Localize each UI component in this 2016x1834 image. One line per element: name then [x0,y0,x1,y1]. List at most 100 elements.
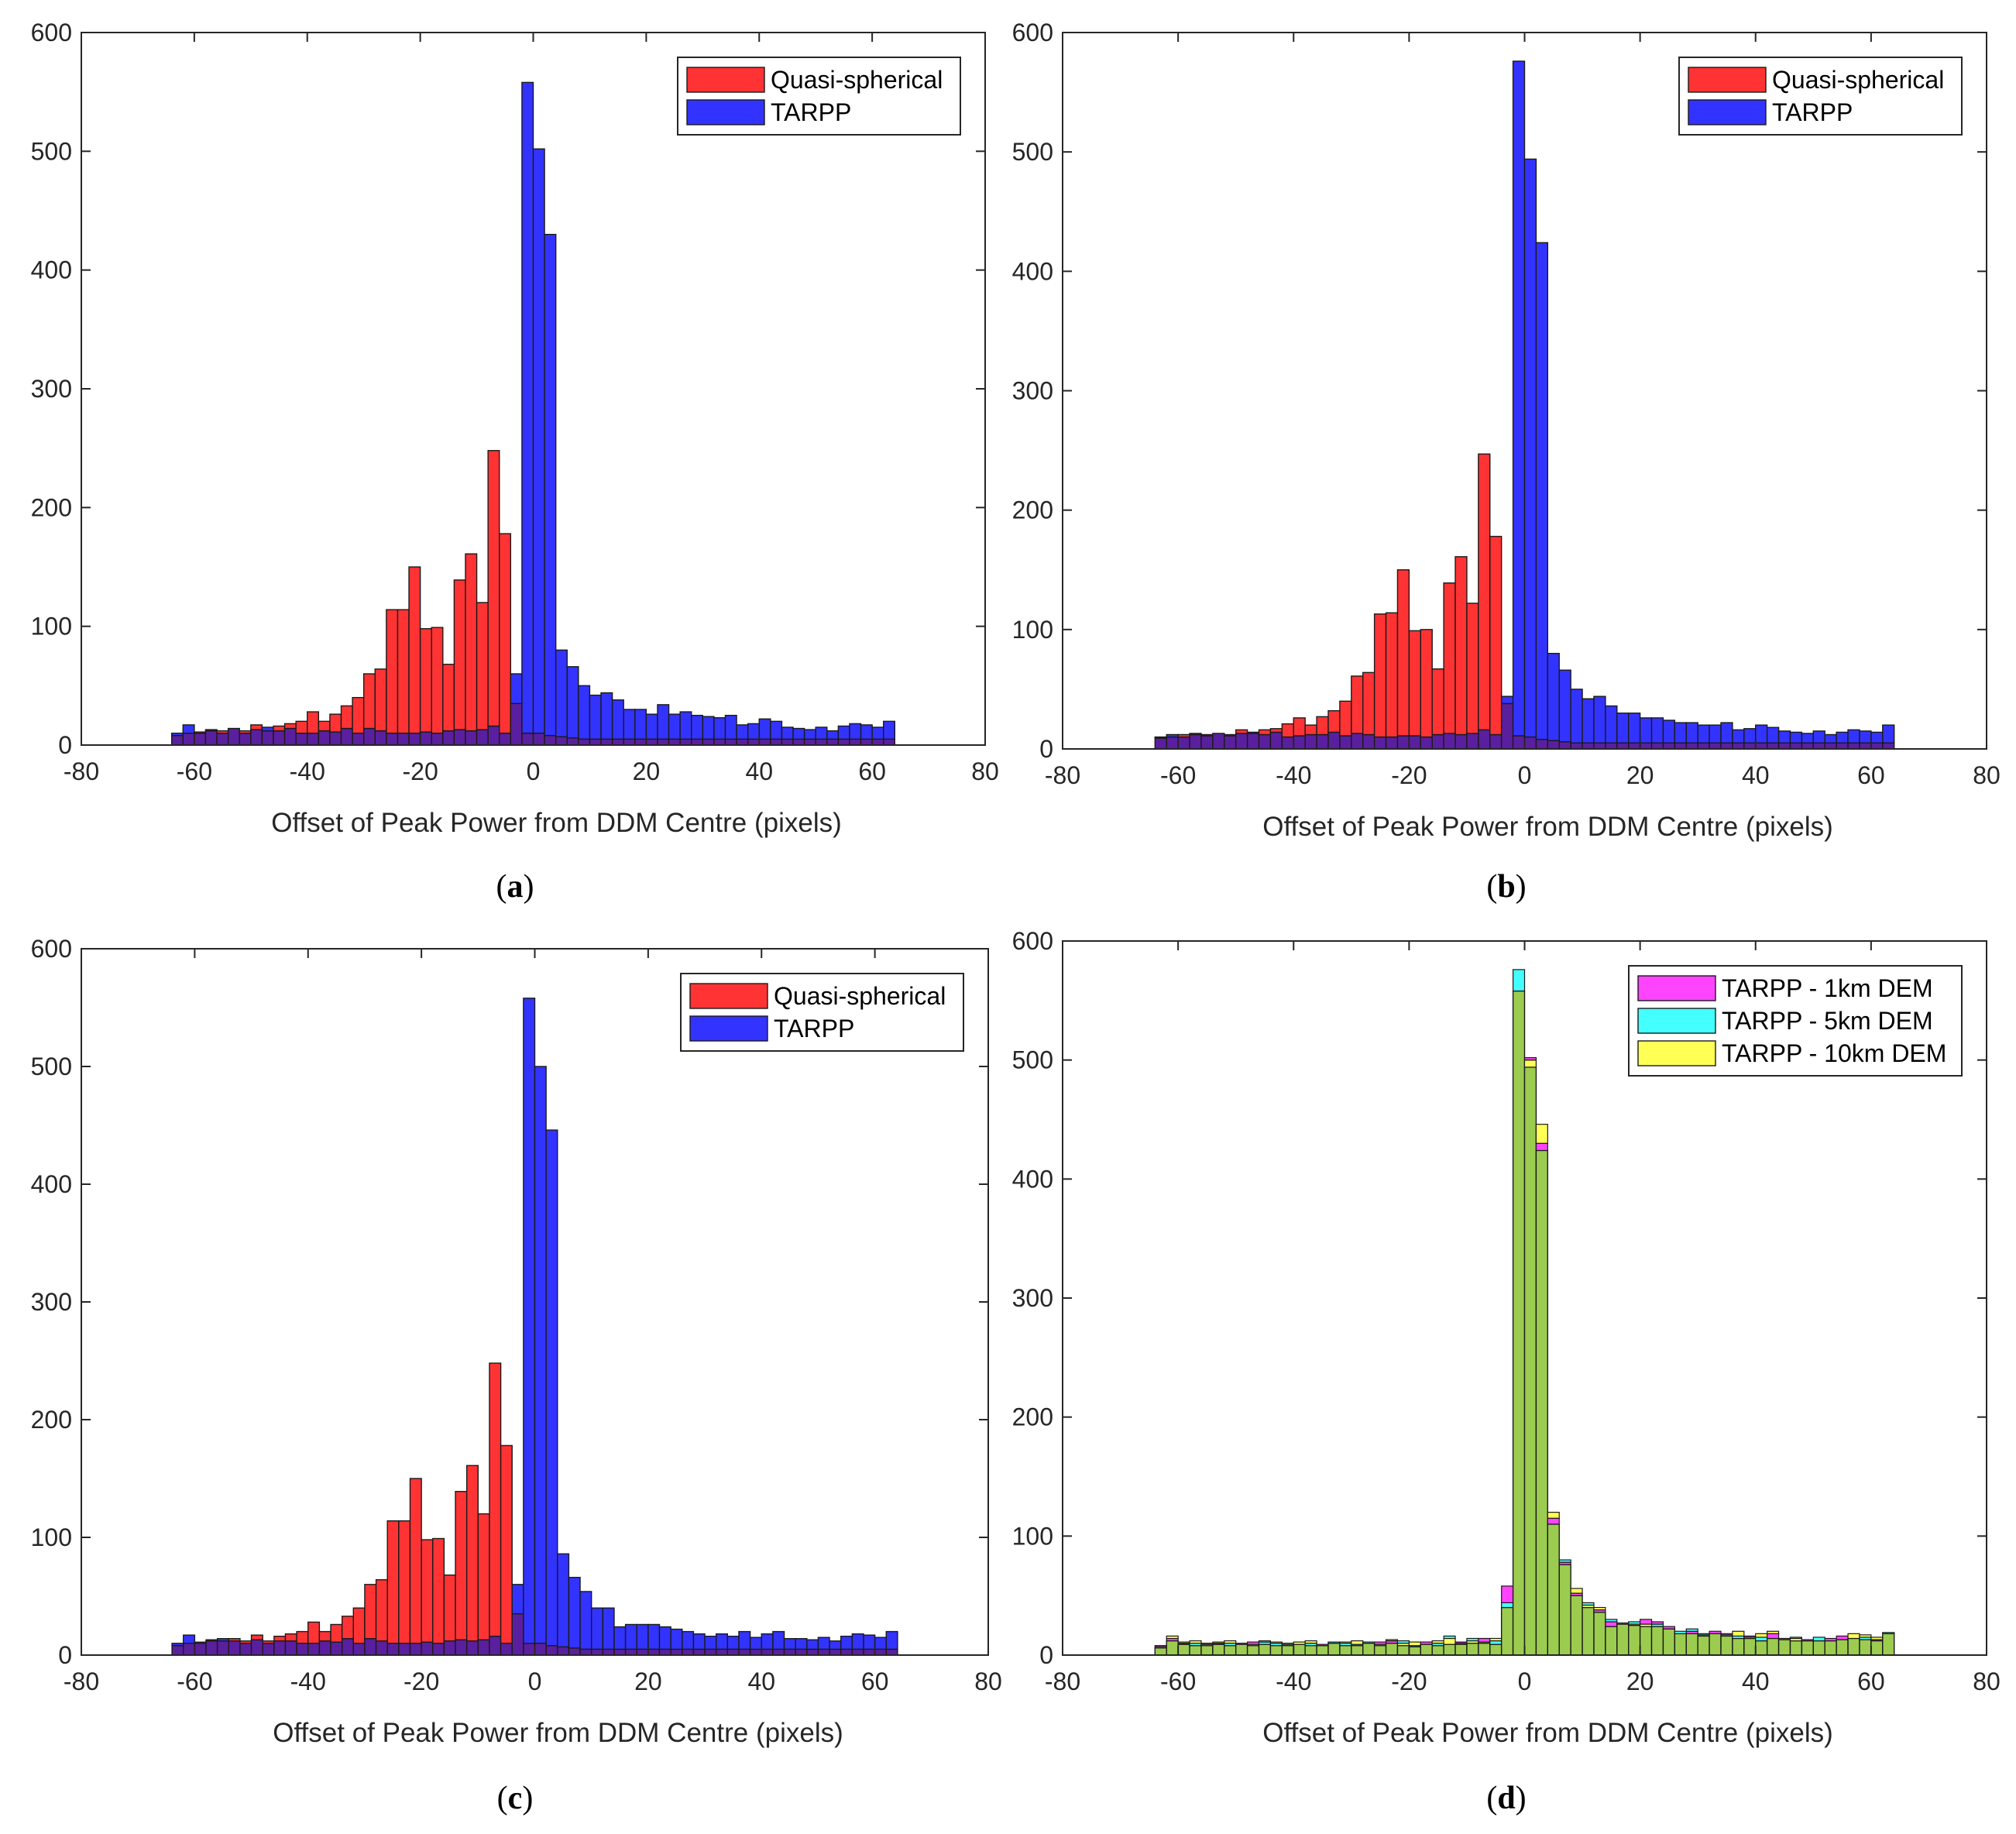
x-tick-label: -40 [1276,761,1311,789]
bar-quasi-spherical-bin-29 [499,533,512,734]
bar-dem5-bin-31 [1512,969,1526,992]
bar-dem-overlap-bin-53 [1766,1637,1780,1656]
bar-dem5-bin-29 [1489,1640,1503,1645]
bar-overlap-bin-55 [795,1648,808,1656]
bar-overlap-bin-46 [691,738,704,746]
bar-tarpp-bin-32 [532,148,545,734]
bar-overlap-bin-7 [250,1639,263,1656]
bar-overlap-bin-43 [1650,742,1664,750]
bar-quasi-spherical-bin-11 [295,720,308,734]
bar-quasi-spherical-bin-28 [489,1362,502,1637]
bar-tarpp-bin-0 [171,1643,184,1647]
bar-tarpp-bin-31 [523,998,536,1644]
y-tick-label: 0 [58,1641,72,1669]
bar-overlap-bin-41 [634,738,647,746]
bar-dem-overlap-bin-41 [1628,1624,1641,1656]
panel-a-histogram: -80 -60 -40 -20 0 20 40 60 80 0 100 200 300 400 500 600… [31,19,999,905]
bar-overlap-bin-58 [829,1648,842,1656]
bar-tarpp-bin-48 [713,717,726,740]
bar-overlap-bin-21 [409,1643,422,1656]
bar-tarpp-bin-31 [521,81,534,734]
bar-dem-overlap-bin-39 [1605,1626,1618,1656]
bar-dem5-bin-55 [1789,1637,1803,1640]
bar-tarpp-bin-53 [770,720,783,740]
bar-dem1-bin-58 [1824,1637,1837,1642]
bar-overlap-bin-26 [1454,733,1468,750]
bar-dem10-bin-2 [1177,1641,1190,1644]
bar-tarpp-bin-50 [738,1630,751,1650]
bar-overlap-bin-42 [647,1648,661,1656]
bar-overlap-bin-55 [792,738,805,746]
bar-quasi-spherical-bin-7 [250,724,263,730]
bar-quasi-spherical-bin-17 [362,673,376,730]
bar-overlap-bin-44 [1662,742,1676,750]
bar-tarpp-bin-34 [555,649,568,737]
bar-tarpp-bin-49 [1720,722,1733,744]
bar-overlap-bin-31 [521,732,534,746]
bar-overlap-bin-54 [781,738,794,746]
bar-quasi-spherical-bin-13 [318,1630,331,1642]
bar-dem-overlap-bin-48 [1709,1633,1722,1656]
bar-tarpp-bin-59 [837,725,850,740]
bar-dem-overlap-bin-60 [1847,1637,1860,1656]
bar-overlap-bin-5 [228,1640,241,1656]
legend: Quasi-spherical TARPP [677,57,961,136]
bar-overlap-bin-2 [194,1643,207,1656]
bar-overlap-bin-4 [216,732,229,746]
bar-dem-overlap-bin-7 [1235,1643,1248,1656]
bar-dem1-bin-44 [1662,1626,1675,1630]
bar-quasi-spherical-bin-9 [273,725,286,732]
bar-dem-overlap-bin-22 [1408,1646,1421,1656]
bar-tarpp-bin-60 [1847,729,1860,744]
bar-dem-overlap-bin-15 [1327,1642,1341,1656]
bar-dem10-bin-1 [1166,1635,1179,1640]
bar-overlap-bin-7 [1235,733,1248,750]
bar-overlap-bin-27 [1466,733,1479,750]
x-tick-label: -20 [404,1667,439,1695]
bar-tarpp-bin-37 [590,1607,604,1650]
bar-overlap-bin-45 [682,1648,695,1656]
bar-overlap-bin-15 [341,1638,355,1656]
bar-overlap-bin-13 [1304,733,1317,750]
bar-dem5-bin-52 [1755,1637,1768,1642]
bar-tarpp-bin-1 [182,724,195,734]
bar-overlap-bin-23 [1420,736,1433,750]
bar-tarpp-bin-51 [749,1637,762,1650]
y-tick-label: 100 [1012,616,1053,644]
bar-overlap-bin-14 [330,1641,343,1656]
bar-dem1-bin-48 [1709,1630,1722,1634]
bar-dem-overlap-bin-33 [1535,1149,1549,1656]
bar-tarpp-bin-43 [657,704,670,740]
bar-quasi-spherical-bin-17 [1351,675,1364,734]
bar-quasi-spherical-bin-12 [307,711,320,734]
bar-dem-overlap-bin-26 [1454,1643,1468,1656]
bar-overlap-bin-16 [352,732,365,746]
legend-label-tarpp: TARPP [771,98,851,126]
bar-overlap-bin-4 [1200,735,1214,750]
bar-dem-overlap-bin-10 [1269,1645,1283,1656]
bar-tarpp-bin-60 [849,723,862,740]
bar-dem5-bin-18 [1362,1641,1375,1644]
bar-quasi-spherical-bin-10 [284,1633,297,1642]
bar-tarpp-bin-58 [1824,733,1837,744]
bar-quasi-spherical-bin-25 [455,1491,468,1640]
bar-tarpp-bin-61 [863,1634,876,1650]
bar-tarpp-bin-38 [602,1607,615,1650]
bar-overlap-bin-3 [1189,733,1202,750]
bar-dem5-bin-39 [1605,1619,1618,1623]
bar-overlap-bin-8 [1246,733,1260,750]
x-tick-label: 40 [745,757,773,785]
bar-dem1-bin-39 [1605,1621,1618,1627]
bar-dem5-bin-30 [1501,1602,1514,1609]
bar-dem5-bin-63 [1882,1632,1895,1634]
bar-tarpp-bin-34 [557,1553,570,1648]
bar-overlap-bin-37 [589,738,602,746]
bar-overlap-bin-26 [465,730,478,746]
bar-dem-overlap-bin-19 [1373,1645,1387,1656]
bar-tarpp-bin-57 [817,1637,830,1650]
bar-overlap-bin-48 [716,1648,729,1656]
bar-quasi-spherical-bin-3 [205,1639,218,1642]
bar-overlap-bin-57 [815,738,828,746]
bar-dem10-bin-61 [1859,1634,1872,1638]
bar-tarpp-bin-33 [544,233,557,737]
